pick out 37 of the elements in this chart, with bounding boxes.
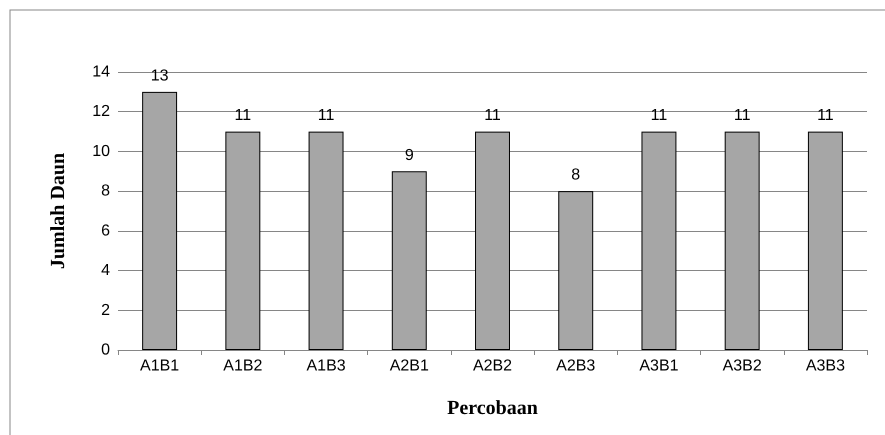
- y-tick-label: 0: [101, 342, 110, 358]
- x-tick-label: A2B3: [556, 358, 596, 374]
- y-tick-label: 4: [101, 262, 110, 280]
- bar: [308, 132, 344, 350]
- y-axis-title: Jumlah Daun: [47, 152, 69, 270]
- x-tick-label: A3B1: [639, 358, 679, 374]
- data-label: 11: [234, 107, 252, 124]
- x-tick-label: A2B1: [390, 358, 429, 374]
- data-label: 11: [484, 107, 501, 124]
- bar: [641, 132, 676, 350]
- y-tick-label: 6: [101, 222, 110, 240]
- x-tick-label: A3B2: [722, 358, 762, 374]
- x-tick-label: A3B3: [806, 358, 846, 374]
- data-label: 8: [571, 166, 580, 184]
- bar: [475, 132, 510, 350]
- x-tick-label: A1B3: [306, 358, 346, 374]
- data-label: 11: [650, 107, 668, 124]
- x-axis-title: Percobaan: [447, 397, 538, 419]
- bar: [392, 171, 427, 350]
- bar: [225, 132, 260, 350]
- y-tick-label: 14: [92, 64, 110, 80]
- data-label: 11: [817, 107, 834, 124]
- data-label: 9: [404, 146, 414, 164]
- x-tick-label: A1B2: [223, 358, 263, 374]
- y-tick-label: 8: [101, 182, 110, 200]
- y-tick-label: 12: [92, 103, 110, 120]
- y-tick-label: 10: [92, 142, 110, 160]
- x-tick-label: A2B2: [472, 358, 512, 374]
- data-label: 13: [150, 67, 169, 84]
- bar: [808, 132, 843, 350]
- bar: [724, 132, 760, 350]
- data-label: 11: [734, 107, 751, 124]
- y-tick-label: 2: [101, 302, 110, 319]
- data-label: 11: [318, 107, 334, 124]
- bar: [558, 191, 594, 350]
- x-tick-label: A1B1: [140, 358, 180, 374]
- bar: [142, 92, 178, 350]
